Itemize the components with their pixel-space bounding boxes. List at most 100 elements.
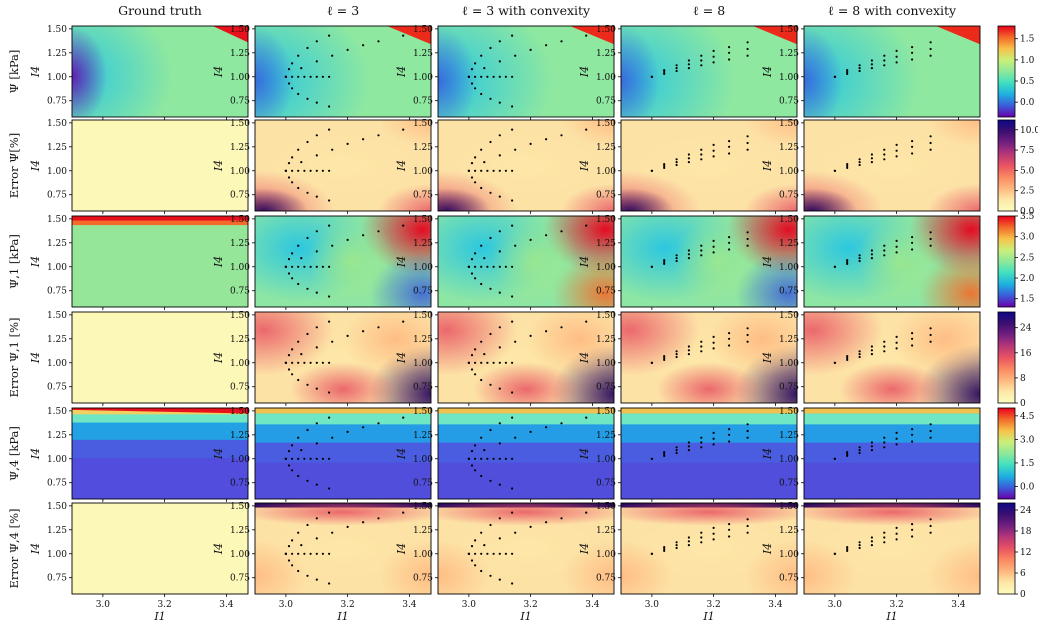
training-point bbox=[870, 257, 874, 260]
training-point bbox=[480, 474, 483, 478]
training-point bbox=[470, 559, 474, 562]
training-point bbox=[467, 457, 470, 460]
training-point bbox=[480, 265, 483, 268]
training-point bbox=[883, 244, 886, 247]
training-point bbox=[728, 145, 731, 148]
training-point bbox=[480, 148, 483, 151]
training-point bbox=[687, 445, 691, 448]
training-point bbox=[315, 134, 318, 137]
training-point bbox=[870, 153, 874, 156]
training-point bbox=[833, 552, 837, 555]
training-point bbox=[895, 245, 898, 248]
training-point bbox=[895, 538, 898, 541]
training-point bbox=[291, 87, 294, 90]
training-point bbox=[297, 457, 300, 460]
training-point bbox=[328, 105, 331, 108]
y-tick-label: 1.00 bbox=[596, 263, 616, 273]
y-tick-label: 0.75 bbox=[596, 191, 616, 201]
training-point bbox=[712, 341, 715, 344]
training-point bbox=[467, 265, 470, 268]
column-title: ℓ = 8 with convexity bbox=[828, 3, 957, 18]
training-point bbox=[470, 176, 474, 179]
training-point bbox=[480, 552, 483, 555]
colorbar-tick-label: 24 bbox=[1020, 506, 1032, 516]
training-point bbox=[284, 265, 287, 268]
y-tick-label: 1.50 bbox=[596, 25, 616, 35]
heatmap-panel: 0.75 1.00 1.25 1.50 I4 bbox=[578, 119, 798, 214]
training-point bbox=[504, 457, 507, 460]
training-point bbox=[895, 437, 898, 440]
training-point bbox=[402, 416, 405, 419]
training-point bbox=[929, 47, 932, 51]
training-point bbox=[498, 291, 501, 294]
training-point bbox=[846, 546, 849, 549]
y-tick-label: 1.00 bbox=[596, 455, 616, 465]
training-point bbox=[498, 442, 501, 445]
training-point bbox=[287, 354, 291, 357]
y-tick-label: 1.50 bbox=[596, 407, 616, 417]
y-tick-label: 1.50 bbox=[47, 407, 67, 417]
training-point bbox=[746, 237, 749, 241]
heatmap-panel: 0.75 1.00 1.25 1.50 I4 bbox=[29, 215, 249, 310]
x-tick-label: 3.0 bbox=[96, 600, 111, 610]
training-point bbox=[700, 54, 703, 57]
y-tick-label: 1.00 bbox=[596, 359, 616, 369]
training-point bbox=[470, 258, 474, 261]
y-tick-label: 1.25 bbox=[413, 143, 433, 153]
colorbar-tick-label: 5.0 bbox=[1020, 166, 1035, 176]
training-point bbox=[687, 257, 691, 260]
training-point bbox=[846, 259, 849, 262]
training-point bbox=[712, 347, 715, 350]
training-point bbox=[303, 457, 306, 460]
training-point bbox=[474, 539, 477, 542]
y-tick-label: 0.75 bbox=[779, 479, 799, 489]
colorbar-tick-label: 3.0 bbox=[1020, 233, 1035, 243]
training-point bbox=[846, 549, 849, 553]
training-point bbox=[911, 58, 914, 61]
training-point bbox=[675, 451, 678, 455]
training-point bbox=[346, 525, 349, 529]
training-point bbox=[514, 244, 517, 247]
training-point bbox=[929, 436, 932, 439]
colorbar-tick-label: 0.0 bbox=[1020, 207, 1035, 217]
y-tick-label: 1.50 bbox=[47, 502, 67, 512]
y-tick-label: 1.50 bbox=[413, 215, 433, 225]
training-point bbox=[858, 67, 861, 70]
training-point bbox=[545, 234, 548, 237]
training-point bbox=[300, 161, 303, 164]
training-point bbox=[712, 532, 715, 535]
training-point bbox=[291, 169, 294, 172]
training-point bbox=[846, 164, 849, 168]
colorbar-tick-label: 0.5 bbox=[1020, 77, 1035, 87]
heatmap-panel: 0.75 1.00 1.25 1.50 I4 bbox=[29, 407, 249, 502]
training-point bbox=[663, 163, 666, 166]
colorbar-tick-label: 0.0 bbox=[1020, 98, 1035, 108]
y-axis-label: I4 bbox=[578, 66, 591, 78]
training-point bbox=[315, 537, 318, 540]
training-point bbox=[929, 524, 932, 528]
training-point bbox=[492, 265, 495, 268]
y-axis-label: I4 bbox=[212, 66, 225, 78]
training-point bbox=[929, 244, 932, 247]
colorbar-tick-label: 2.5 bbox=[1020, 253, 1035, 263]
training-point bbox=[529, 238, 532, 241]
training-point bbox=[303, 75, 306, 78]
training-point bbox=[663, 72, 666, 75]
y-axis-label: I4 bbox=[29, 543, 42, 555]
y-tick-label: 0.75 bbox=[596, 574, 616, 584]
training-point bbox=[895, 49, 898, 53]
colorbar-tick-label: 10.0 bbox=[1020, 126, 1038, 136]
training-point bbox=[321, 361, 324, 364]
y-tick-label: 0.75 bbox=[47, 191, 67, 201]
training-point bbox=[529, 142, 532, 145]
training-point bbox=[498, 101, 501, 104]
training-point bbox=[498, 326, 501, 329]
y-tick-label: 1.00 bbox=[413, 73, 433, 83]
training-point bbox=[675, 353, 678, 356]
row-label: Ψ,4 [kPa] bbox=[7, 426, 21, 481]
training-point bbox=[284, 361, 287, 364]
y-tick-label: 1.25 bbox=[47, 143, 67, 153]
training-point bbox=[315, 346, 318, 349]
training-point bbox=[315, 60, 318, 63]
training-point bbox=[498, 537, 501, 540]
